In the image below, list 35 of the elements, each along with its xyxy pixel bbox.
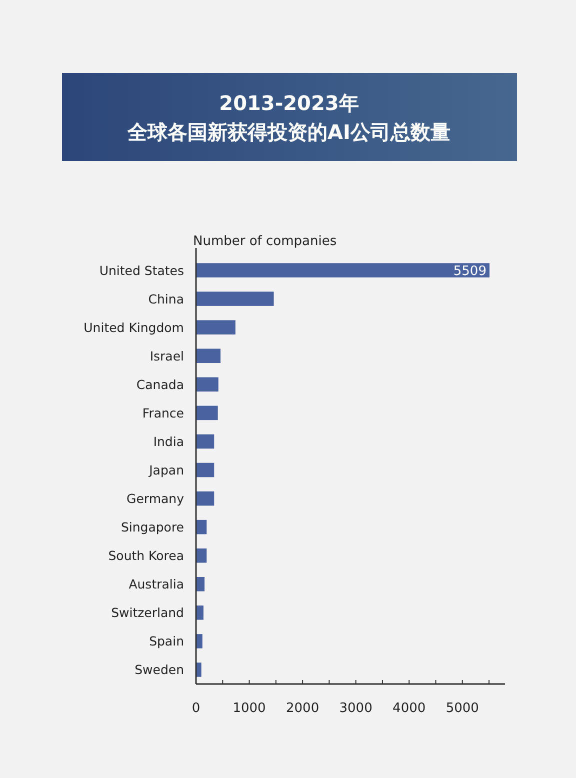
bar [196,320,236,334]
y-tick-label: Israel [150,348,184,364]
y-tick-label: Singapore [120,520,184,535]
y-tick-label: Switzerland [111,605,184,620]
y-tick-label: China [148,291,184,306]
y-tick-label: United Kingdom [84,320,184,335]
bar [196,263,490,278]
y-tick-label: United States [99,262,184,278]
bar [196,377,218,392]
y-tick-label: India [153,434,184,449]
y-tick-label: France [142,405,184,420]
x-tick-label: 2000 [286,701,320,716]
bar [196,491,214,506]
bar [196,577,205,592]
y-tick-label: Japan [148,462,184,478]
y-tick-label: Spain [149,634,184,649]
bar [196,406,218,420]
bar [196,292,274,306]
x-tick-label: 1000 [232,701,266,716]
y-tick-label: Canada [136,376,184,392]
data-label: 5509 [453,264,486,279]
bar [196,348,221,363]
x-tick-label: 0 [192,701,200,716]
y-tick-label: Australia [128,576,184,592]
y-tick-label: South Korea [108,548,184,564]
x-tick-label: 3000 [339,701,372,716]
bar [196,434,214,449]
x-tick-label: 5000 [446,701,479,716]
chart-subtitle: 全球各国新获得投资的AI公司总数量 [126,120,450,144]
y-tick-label: Germany [126,491,185,506]
x-tick-label: 4000 [392,701,426,716]
chart-title: 2013-2023年 [219,91,359,115]
x-axis-title: Number of companies [193,234,337,249]
y-tick-label: Sweden [134,662,184,678]
bar [196,462,214,478]
